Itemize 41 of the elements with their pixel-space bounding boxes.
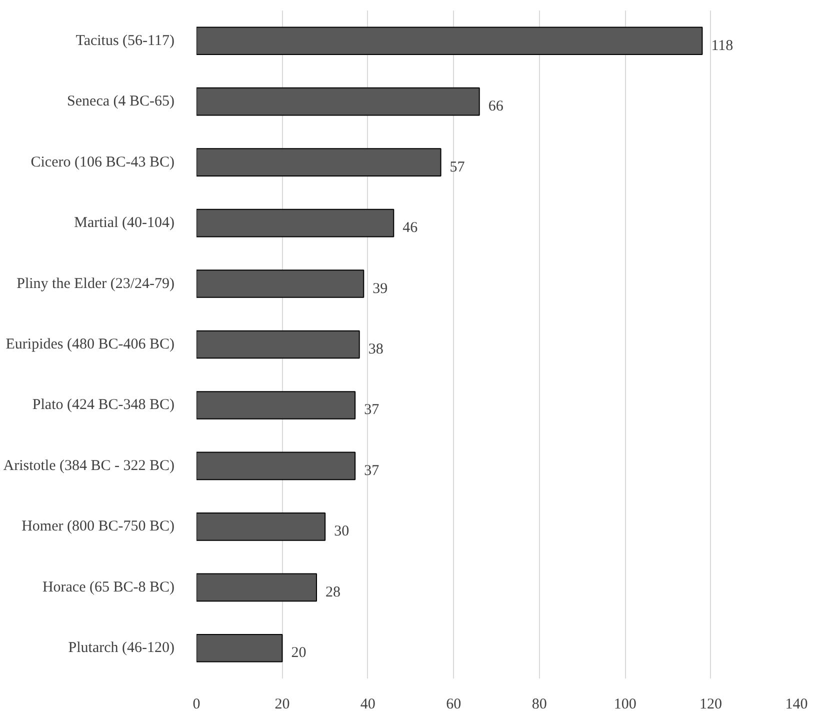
data-label: 30 [334,524,350,540]
y-tick-label: Pliny the Elder (23/24-79) [16,276,175,292]
x-tick-label: 0 [192,696,200,711]
bar [196,26,703,56]
y-tick-label: Seneca (4 BC-65) [67,94,175,110]
data-label: 66 [488,98,504,115]
x-tick-label: 140 [785,696,808,711]
bar [196,270,364,298]
data-label: 28 [326,584,340,600]
data-label: 38 [368,342,384,358]
y-tick-label: Martial (40-104) [74,215,175,232]
data-label: 39 [372,280,388,297]
bar [196,634,283,662]
bar [196,330,360,359]
y-tick-label: Plutarch (46-120) [68,640,175,656]
data-label: 118 [711,38,734,54]
x-tick-label: 20 [274,696,290,711]
x-tick-label: 100 [614,696,636,711]
y-tick-label: Aristotle (384 BC - 322 BC) [3,458,175,474]
data-label: 57 [450,159,466,176]
x-tick-label: 60 [446,696,462,711]
data-label: 37 [364,462,380,479]
data-label: 46 [402,220,418,236]
bar [196,87,480,116]
bar [196,452,356,480]
x-tick-label: 40 [360,696,376,711]
bar [196,512,326,541]
y-tick-label: Cicero (106 BC-43 BC) [30,154,175,170]
bar [196,148,442,176]
y-tick-label: Horace (65 BC-8 BC) [42,579,175,596]
x-tick-label: 80 [532,696,547,711]
x-tick-label: 120 [700,696,722,711]
bar [196,208,394,238]
data-label: 20 [291,645,306,662]
y-tick-label: Euripides (480 BC-406 BC) [6,336,175,352]
y-tick-label: Homer (800 BC-750 BC) [22,518,175,535]
y-tick-label: Tacitus (56-117) [76,32,175,49]
y-tick-label: Plato (424 BC-348 BC) [32,397,175,414]
data-label: 37 [364,402,380,418]
bar [196,391,356,420]
bar [196,573,317,602]
